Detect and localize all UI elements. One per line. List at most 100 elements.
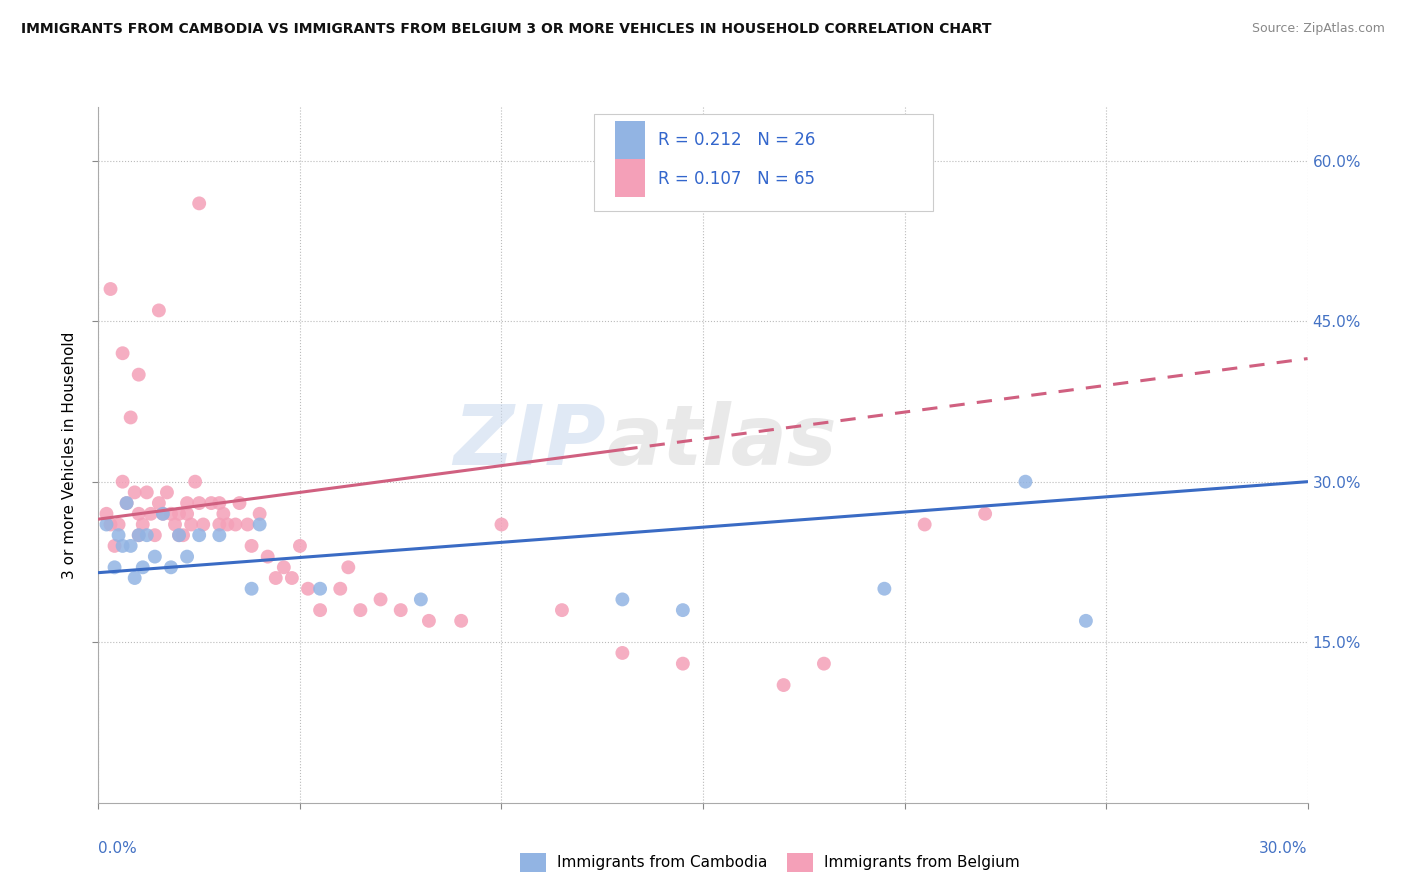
- Point: [224, 517, 246, 532]
- Point: [208, 496, 231, 510]
- Point: [103, 539, 125, 553]
- Point: [208, 517, 231, 532]
- Point: [188, 196, 211, 211]
- Point: [148, 496, 170, 510]
- Point: [156, 485, 179, 500]
- Point: [1014, 475, 1036, 489]
- Point: [120, 410, 142, 425]
- Point: [152, 507, 174, 521]
- Text: IMMIGRANTS FROM CAMBODIA VS IMMIGRANTS FROM BELGIUM 3 OR MORE VEHICLES IN HOUSEH: IMMIGRANTS FROM CAMBODIA VS IMMIGRANTS F…: [21, 22, 991, 37]
- Point: [236, 517, 259, 532]
- Point: [612, 646, 634, 660]
- Point: [160, 560, 183, 574]
- Point: [551, 603, 574, 617]
- Point: [974, 507, 997, 521]
- Point: [143, 549, 166, 564]
- Point: [111, 475, 134, 489]
- Bar: [614, 159, 645, 197]
- FancyBboxPatch shape: [595, 114, 932, 211]
- Point: [167, 528, 190, 542]
- Point: [163, 517, 186, 532]
- Point: [281, 571, 304, 585]
- Point: [111, 539, 134, 553]
- Point: [143, 528, 166, 542]
- Text: R = 0.107   N = 65: R = 0.107 N = 65: [658, 169, 815, 187]
- Point: [240, 539, 263, 553]
- Point: [418, 614, 440, 628]
- Point: [228, 496, 250, 510]
- Point: [217, 517, 239, 532]
- Point: [115, 496, 138, 510]
- Point: [914, 517, 936, 532]
- Text: 0.0%: 0.0%: [98, 841, 138, 856]
- Point: [188, 528, 211, 542]
- Point: [96, 507, 118, 521]
- Point: [297, 582, 319, 596]
- Point: [176, 507, 198, 521]
- Point: [172, 528, 194, 542]
- Point: [240, 582, 263, 596]
- Point: [135, 485, 157, 500]
- Point: [139, 507, 162, 521]
- Point: [100, 517, 122, 532]
- Point: [124, 571, 146, 585]
- Point: [152, 507, 174, 521]
- Point: [124, 485, 146, 500]
- Point: [132, 560, 155, 574]
- Point: [128, 368, 150, 382]
- Point: [107, 517, 129, 532]
- Point: [96, 517, 118, 532]
- Point: [128, 528, 150, 542]
- Point: [389, 603, 412, 617]
- Point: [491, 517, 513, 532]
- Point: [672, 657, 695, 671]
- Point: [337, 560, 360, 574]
- Point: [193, 517, 215, 532]
- Point: [167, 528, 190, 542]
- Point: [370, 592, 392, 607]
- Point: [128, 507, 150, 521]
- Text: Immigrants from Belgium: Immigrants from Belgium: [824, 855, 1019, 870]
- Point: [148, 303, 170, 318]
- Point: [132, 517, 155, 532]
- Point: [309, 582, 332, 596]
- Point: [249, 507, 271, 521]
- Point: [160, 507, 183, 521]
- Point: [184, 475, 207, 489]
- Point: [188, 496, 211, 510]
- Text: Source: ZipAtlas.com: Source: ZipAtlas.com: [1251, 22, 1385, 36]
- Point: [212, 507, 235, 521]
- Point: [135, 528, 157, 542]
- Point: [100, 282, 122, 296]
- Text: atlas: atlas: [606, 401, 837, 482]
- Point: [1074, 614, 1097, 628]
- Y-axis label: 3 or more Vehicles in Household: 3 or more Vehicles in Household: [62, 331, 77, 579]
- Bar: [614, 121, 645, 159]
- Point: [200, 496, 222, 510]
- Point: [176, 496, 198, 510]
- Point: [249, 517, 271, 532]
- Point: [264, 571, 287, 585]
- Point: [256, 549, 278, 564]
- Point: [612, 592, 634, 607]
- Point: [107, 528, 129, 542]
- Point: [180, 517, 202, 532]
- Point: [813, 657, 835, 671]
- Point: [349, 603, 371, 617]
- Text: R = 0.212   N = 26: R = 0.212 N = 26: [658, 131, 815, 150]
- Point: [329, 582, 352, 596]
- Point: [309, 603, 332, 617]
- Point: [128, 528, 150, 542]
- Point: [103, 560, 125, 574]
- Text: 30.0%: 30.0%: [1260, 841, 1308, 856]
- Point: [772, 678, 794, 692]
- Point: [208, 528, 231, 542]
- Point: [176, 549, 198, 564]
- Point: [672, 603, 695, 617]
- Point: [115, 496, 138, 510]
- Point: [288, 539, 311, 553]
- Point: [167, 507, 190, 521]
- Point: [273, 560, 295, 574]
- Point: [120, 539, 142, 553]
- Point: [409, 592, 432, 607]
